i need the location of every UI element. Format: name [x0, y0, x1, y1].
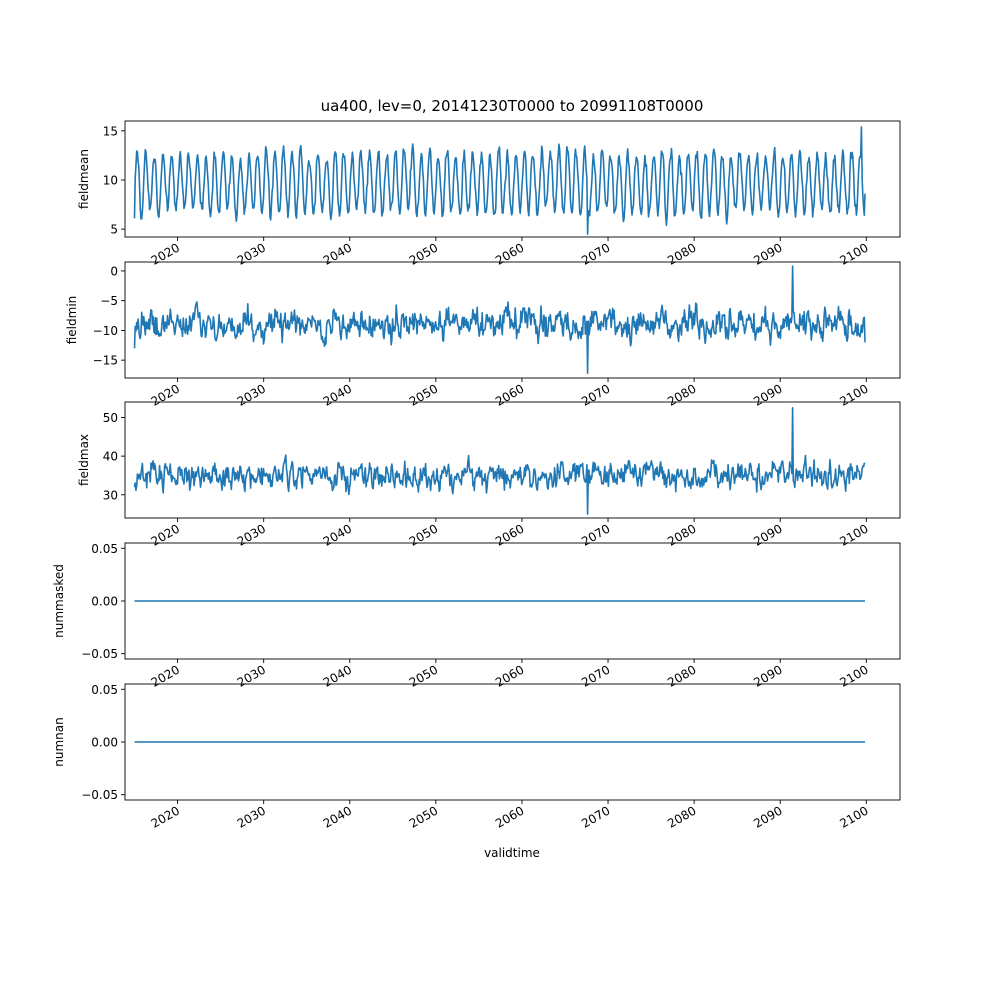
x-tick-label: 2040	[321, 240, 354, 267]
axes-frame	[124, 261, 901, 379]
x-tick-label: 2070	[579, 662, 612, 689]
x-tick-label: 2090	[751, 521, 784, 548]
x-tick-label: 2030	[235, 803, 268, 830]
x-tick-label: 2020	[149, 803, 182, 830]
y-tick-label: 50	[103, 411, 118, 425]
x-tick-label: 2060	[493, 521, 526, 548]
series-line-fieldmin	[133, 265, 866, 374]
panel-fieldmean: 5 10 15 2020 2030 2040 2050 2060 2070 2080 2090 210…	[77, 120, 901, 268]
x-tick-label: 2050	[407, 803, 440, 830]
y-axis-label-fieldmax: fieldmax	[77, 434, 91, 486]
y-tick-label: −0.05	[81, 788, 118, 802]
x-tick-label: 2030	[235, 662, 268, 689]
x-tick-label: 2030	[235, 521, 268, 548]
x-tick-label: 2040	[321, 381, 354, 408]
x-tick-label: 2020	[149, 662, 182, 689]
y-tick-label: 5	[110, 223, 118, 237]
x-tick-label: 2100	[837, 803, 870, 830]
y-tick-label: 0.05	[91, 542, 118, 556]
x-tick-label: 2100	[837, 521, 870, 548]
x-tick-label: 2070	[579, 381, 612, 408]
panel-numnan: −0.05 0.00 0.05 2020 2030 2040 2050 2060 2070 208…	[52, 683, 901, 831]
x-tick-label: 2080	[665, 803, 698, 830]
y-tick-label: 0.00	[91, 595, 118, 609]
x-tick-label: 2030	[235, 240, 268, 267]
y-tick-label: 30	[103, 488, 118, 502]
x-tick-label: 2090	[751, 662, 784, 689]
x-tick-label: 2070	[579, 521, 612, 548]
x-tick-label: 2090	[751, 803, 784, 830]
series-line-fieldmax	[133, 407, 866, 515]
axes-frame	[124, 401, 901, 519]
y-tick-label: 0.05	[91, 683, 118, 697]
x-tick-label: 2050	[407, 240, 440, 267]
x-tick-label: 2060	[493, 803, 526, 830]
x-tick-label: 2060	[493, 662, 526, 689]
axes-frame	[124, 120, 901, 238]
x-tick-label: 2030	[235, 381, 268, 408]
x-tick-label: 2020	[149, 521, 182, 548]
x-tick-label: 2050	[407, 521, 440, 548]
x-tick-label: 2020	[149, 381, 182, 408]
y-tick-label: 0.00	[91, 736, 118, 750]
x-tick-label: 2100	[837, 381, 870, 408]
y-tick-label: 15	[103, 124, 118, 138]
y-axis-label-numnan: numnan	[52, 717, 66, 766]
panel-fieldmin: −15 −10 −5 0 2020 2030 2040 2050 2060 2070 2080 209…	[65, 261, 901, 409]
chart-title: ua400, lev=0, 20141230T0000 to 20991108T…	[321, 97, 704, 115]
y-tick-label: 10	[103, 173, 118, 187]
x-tick-label: 2090	[751, 381, 784, 408]
x-tick-label: 2070	[579, 803, 612, 830]
x-tick-label: 2080	[665, 521, 698, 548]
x-tick-label: 2050	[407, 662, 440, 689]
x-tick-label: 2040	[321, 803, 354, 830]
x-tick-label: 2050	[407, 381, 440, 408]
panels: 5 10 15 2020 2030 2040 2050 2060 2070 2080 2090 210…	[52, 120, 901, 831]
x-tick-label: 2040	[321, 662, 354, 689]
x-tick-label: 2090	[751, 240, 784, 267]
y-axis-label-fieldmean: fieldmean	[77, 149, 91, 209]
x-tick-label: 2060	[493, 381, 526, 408]
panel-fieldmax: 30 40 50 2020 2030 2040 2050 2060 2070 2080 2090 21…	[77, 401, 901, 549]
y-tick-label: −15	[93, 354, 118, 368]
x-tick-label: 2040	[321, 521, 354, 548]
x-tick-label: 2080	[665, 240, 698, 267]
x-tick-label: 2070	[579, 240, 612, 267]
x-tick-label: 2080	[665, 381, 698, 408]
y-axis-label-fieldmin: fieldmin	[65, 296, 79, 345]
panel-nummasked: −0.05 0.00 0.05 2020 2030 2040 2050 2060 2070 208…	[52, 542, 901, 690]
y-tick-label: −5	[100, 294, 118, 308]
y-tick-label: 0	[110, 264, 118, 278]
x-tick-label: 2100	[837, 240, 870, 267]
y-tick-label: −0.05	[81, 647, 118, 661]
y-axis-label-nummasked: nummasked	[52, 564, 66, 638]
x-tick-label: 2080	[665, 662, 698, 689]
x-tick-label: 2100	[837, 662, 870, 689]
x-tick-label: 2060	[493, 240, 526, 267]
y-tick-label: 40	[103, 450, 118, 464]
series-line-fieldmean	[133, 126, 866, 235]
y-tick-label: −10	[93, 324, 118, 338]
x-axis-label: validtime	[484, 846, 540, 860]
x-tick-label: 2020	[149, 240, 182, 267]
